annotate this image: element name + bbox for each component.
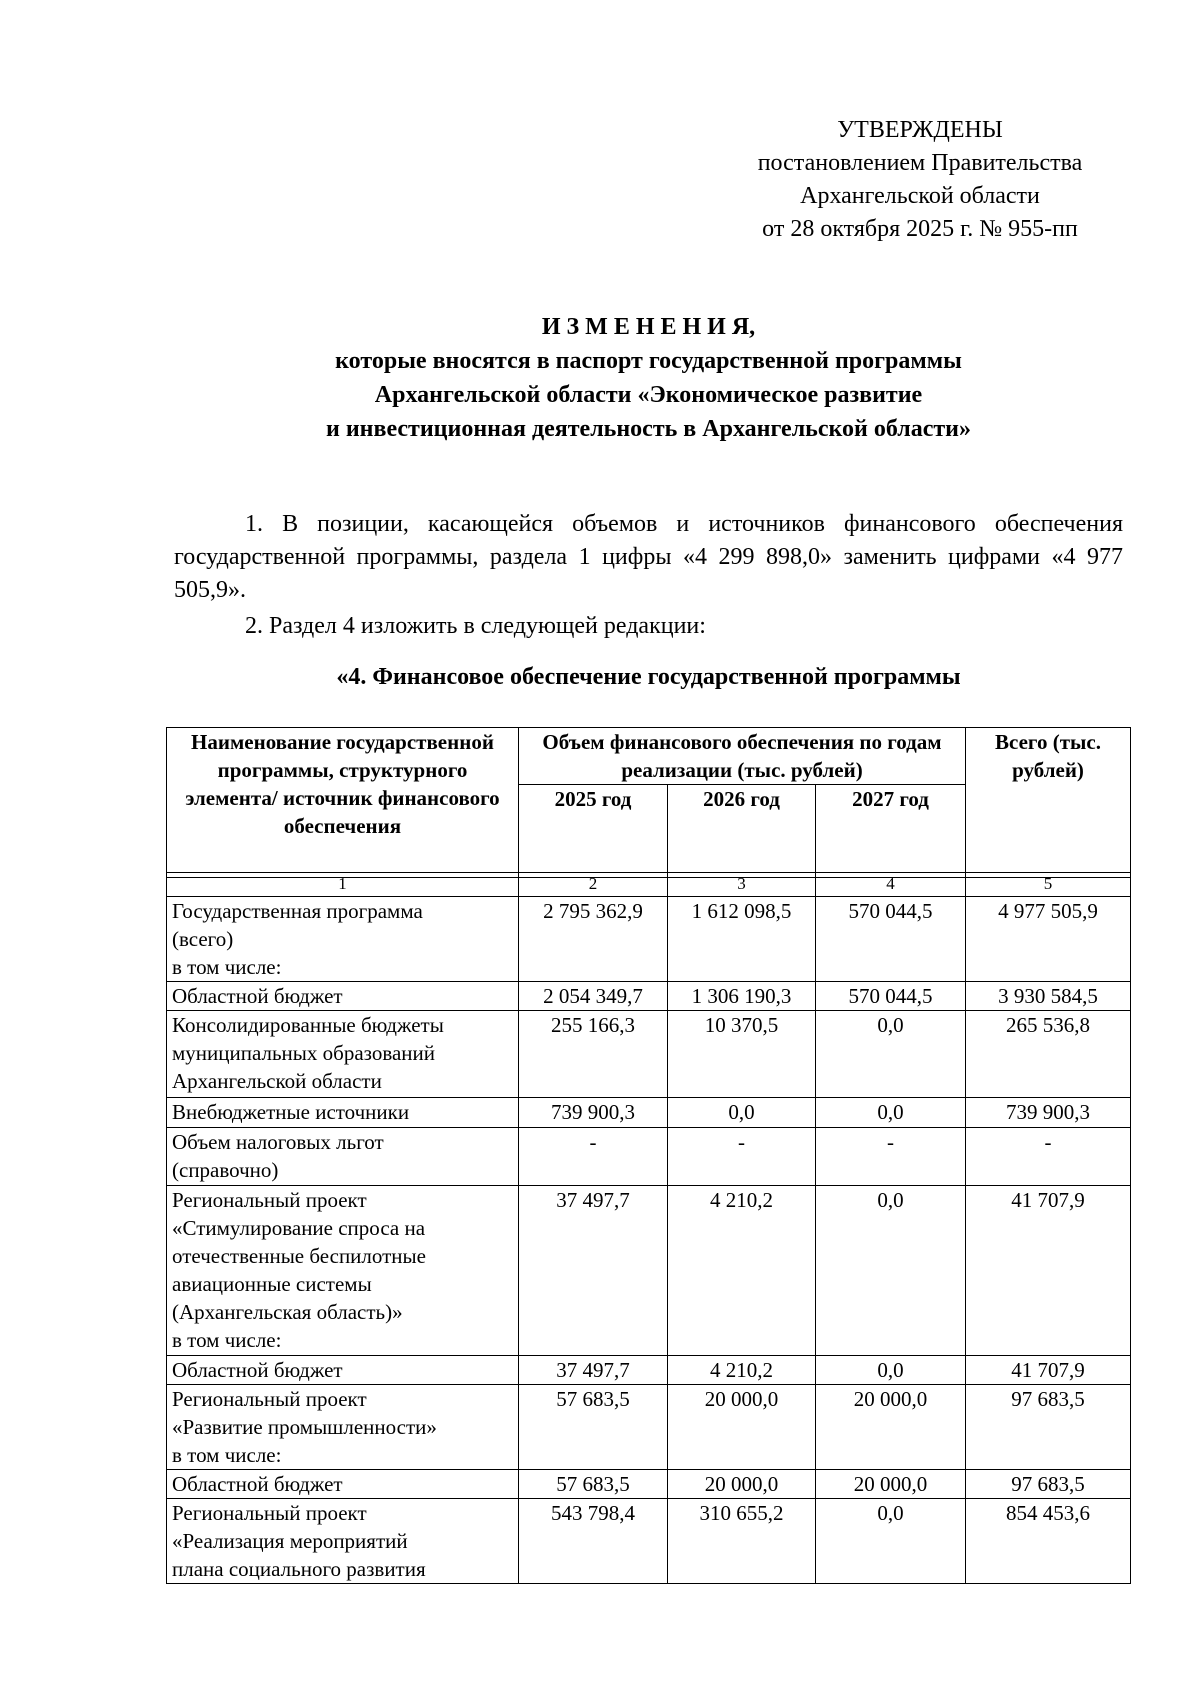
approval-line: Архангельской области	[800, 183, 1040, 209]
row-name: Объем налоговых льгот (справочно)	[166, 1127, 519, 1186]
row-total: 97 683,5	[965, 1469, 1131, 1499]
approval-line: постановлением Правительства	[757, 150, 1083, 176]
header-name-column: Наименование государственной программы, …	[166, 727, 519, 878]
row-value-2026: 10 370,5	[667, 1010, 816, 1098]
row-value-2026: 1 306 190,3	[667, 981, 816, 1011]
row-value-2026: 1 612 098,5	[667, 896, 816, 982]
column-number-row: 1 2 3 4 5	[166, 872, 1131, 897]
row-name: Областной бюджет	[166, 1355, 519, 1385]
table-row: Внебюджетные источники 739 900,3 0,0 0,0 739…	[166, 1097, 1131, 1128]
row-value-2027: 20 000,0	[815, 1384, 966, 1470]
row-value-2025: 255 166,3	[518, 1010, 668, 1098]
row-total: 41 707,9	[965, 1185, 1131, 1356]
header-total-column: Всего (тыс. рублей)	[965, 727, 1132, 878]
document-title: И З М Е Н Е Н И Я, которые вносятся в па…	[174, 310, 1123, 446]
table-row: Региональный проект «Реализация мероприя…	[166, 1498, 1131, 1584]
column-number: 4	[815, 872, 966, 897]
row-value-2025: -	[518, 1127, 668, 1186]
row-value-2025: 739 900,3	[518, 1097, 668, 1128]
table-row: Областной бюджет 37 497,7 4 210,2 0,0 41 707…	[166, 1355, 1131, 1385]
section-heading: «4. Финансовое обеспечение государственн…	[336, 664, 961, 690]
column-number: 2	[518, 872, 668, 897]
row-value-2027: 0,0	[815, 1498, 966, 1584]
row-total: 3 930 584,5	[965, 981, 1131, 1011]
row-total: 854 453,6	[965, 1498, 1131, 1584]
row-name: Региональный проект «Развитие промышленн…	[166, 1384, 519, 1470]
approval-line: УТВЕРЖДЕНЫ	[837, 117, 1003, 143]
approval-line: от 28 октября 2025 г. № 955-пп	[762, 216, 1078, 242]
row-value-2025: 37 497,7	[518, 1355, 668, 1385]
paragraph-1: 1. В позиции, касающейся объемов и источ…	[174, 511, 1123, 603]
table-row: Региональный проект «Стимулирование спро…	[166, 1185, 1131, 1356]
row-value-2027: 0,0	[815, 1185, 966, 1356]
row-total: 265 536,8	[965, 1010, 1131, 1098]
title-line: которые вносятся в паспорт государственн…	[335, 348, 962, 374]
row-value-2027: 570 044,5	[815, 981, 966, 1011]
title-line: Архангельской области «Экономическое раз…	[374, 382, 923, 408]
finance-table: 1 2 3 4 5 Государственная программа (все…	[166, 872, 1131, 1584]
row-name: Государственная программа (всего) в том …	[166, 896, 519, 982]
row-value-2025: 2 054 349,7	[518, 981, 668, 1011]
row-value-2026: 20 000,0	[667, 1469, 816, 1499]
row-name: Внебюджетные источники	[166, 1097, 519, 1128]
row-value-2027: 20 000,0	[815, 1469, 966, 1499]
row-value-2025: 2 795 362,9	[518, 896, 668, 982]
row-value-2027: -	[815, 1127, 966, 1186]
row-total: 739 900,3	[965, 1097, 1131, 1128]
table-header: Наименование государственной программы, …	[166, 727, 1132, 878]
header-year-2027: 2027 год	[814, 784, 967, 878]
table-row: Областной бюджет 57 683,5 20 000,0 20 000,0…	[166, 1469, 1131, 1499]
column-number: 1	[166, 872, 519, 897]
row-name: Региональный проект «Стимулирование спро…	[166, 1185, 519, 1356]
row-value-2026: 20 000,0	[667, 1384, 816, 1470]
row-value-2025: 543 798,4	[518, 1498, 668, 1584]
row-value-2027: 570 044,5	[815, 896, 966, 982]
header-volume-group: Объем финансового обеспечения по годам р…	[517, 727, 967, 785]
row-name: Консолидированные бюджеты муниципальных …	[166, 1010, 519, 1098]
table-row: Региональный проект «Развитие промышленн…	[166, 1384, 1131, 1470]
title-line: И З М Е Н Е Н И Я,	[541, 314, 756, 340]
row-value-2027: 0,0	[815, 1097, 966, 1128]
table-row: Объем налоговых льгот (справочно) - - - -	[166, 1127, 1131, 1186]
header-year-2025: 2025 год	[518, 784, 668, 878]
row-value-2025: 57 683,5	[518, 1384, 668, 1470]
table-row: Государственная программа (всего) в том …	[166, 896, 1131, 982]
row-total: 41 707,9	[965, 1355, 1131, 1385]
table-row: Консолидированные бюджеты муниципальных …	[166, 1010, 1131, 1098]
row-name: Областной бюджет	[166, 1469, 519, 1499]
header-year-2026: 2026 год	[667, 784, 816, 878]
column-number: 3	[667, 872, 816, 897]
row-value-2027: 0,0	[815, 1355, 966, 1385]
row-value-2025: 57 683,5	[518, 1469, 668, 1499]
row-value-2026: -	[667, 1127, 816, 1186]
approval-block: УТВЕРЖДЕНЫ постановлением Правительства …	[720, 114, 1120, 246]
row-name: Региональный проект «Реализация мероприя…	[166, 1498, 519, 1584]
paragraph-2: 2. Раздел 4 изложить в следующей редакци…	[245, 613, 706, 639]
row-name: Областной бюджет	[166, 981, 519, 1011]
column-number: 5	[965, 872, 1131, 897]
row-total: -	[965, 1127, 1131, 1186]
table-row: Областной бюджет 2 054 349,7 1 306 190,3 57…	[166, 981, 1131, 1011]
row-total: 97 683,5	[965, 1384, 1131, 1470]
row-value-2026: 310 655,2	[667, 1498, 816, 1584]
row-total: 4 977 505,9	[965, 896, 1131, 982]
row-value-2027: 0,0	[815, 1010, 966, 1098]
row-value-2026: 4 210,2	[667, 1355, 816, 1385]
row-value-2025: 37 497,7	[518, 1185, 668, 1356]
row-value-2026: 4 210,2	[667, 1185, 816, 1356]
row-value-2026: 0,0	[667, 1097, 816, 1128]
title-line: и инвестиционная деятельность в Архангел…	[326, 416, 971, 442]
